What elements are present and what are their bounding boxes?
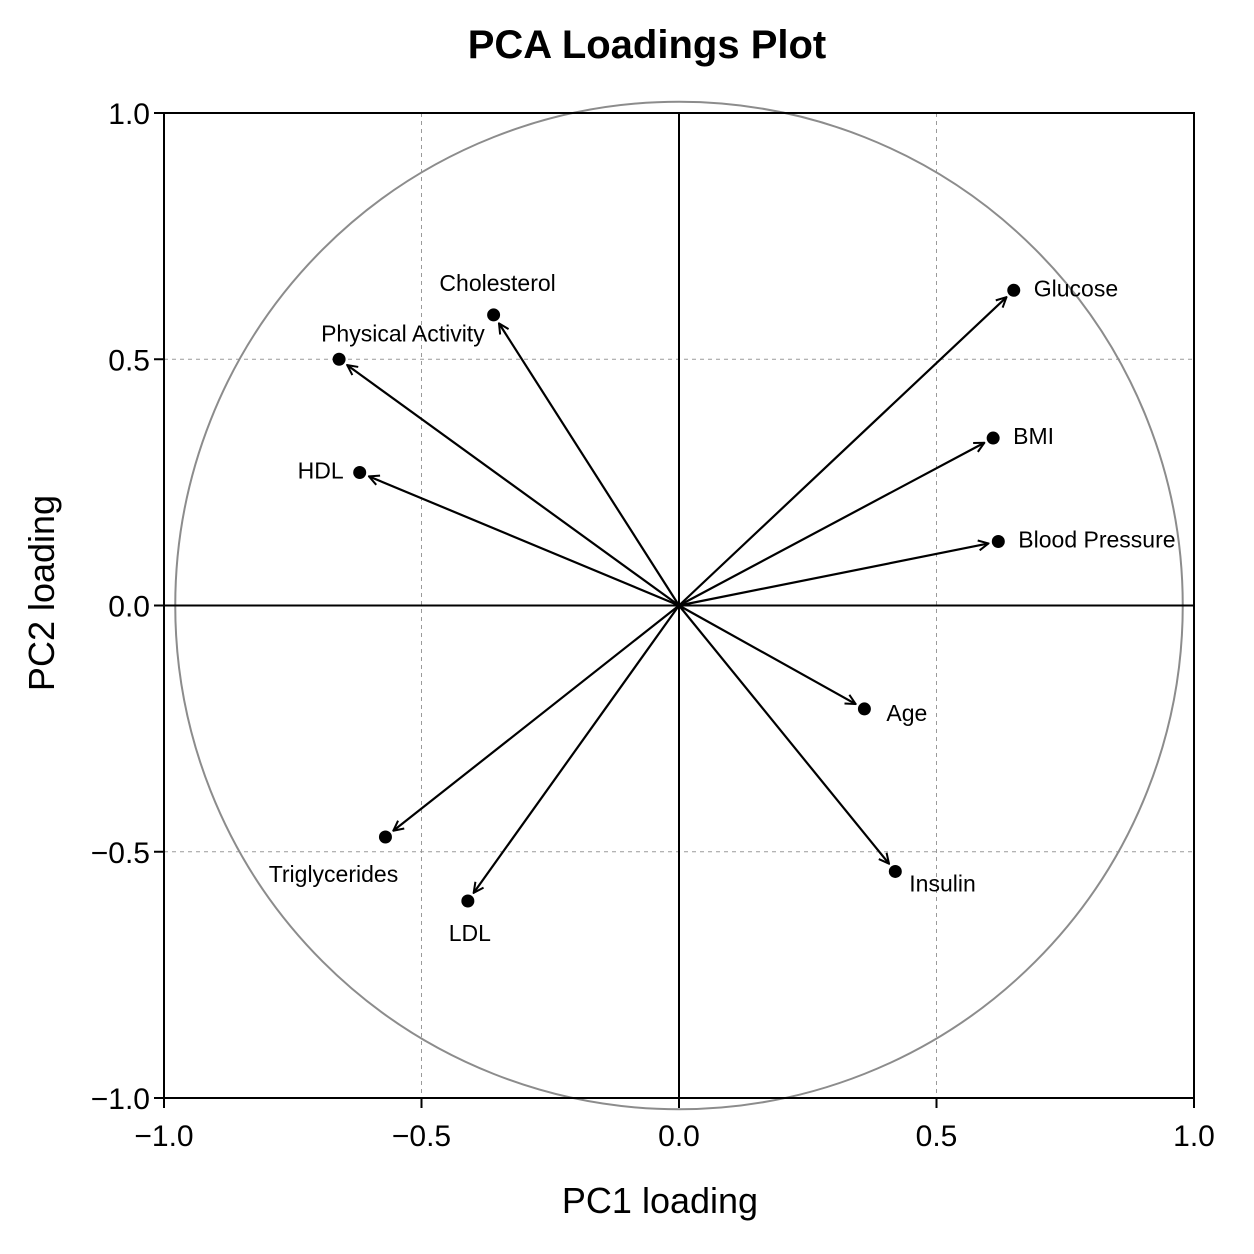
y-axis-title: PC2 loading (21, 495, 62, 691)
loading-point (1007, 283, 1021, 297)
loading-point (487, 308, 501, 322)
y-tick-label: 0.5 (108, 344, 150, 377)
x-tick-label: 1.0 (1173, 1120, 1215, 1153)
y-tick-label: 0.0 (108, 591, 150, 624)
x-tick-label: 0.5 (916, 1120, 958, 1153)
loading-point (378, 830, 392, 844)
loading-arrows: Glucose BMI Blood Pressure Age Insulin LDL Tri… (269, 270, 1176, 946)
y-tick-label: 1.0 (108, 98, 150, 131)
loading-arrow (347, 365, 680, 607)
loading-point (986, 431, 1000, 445)
loading-point (332, 352, 346, 366)
loading-point (991, 534, 1005, 548)
loading-arrow (678, 543, 988, 607)
loading-arrow (499, 323, 680, 607)
y-tick-label: −0.5 (91, 837, 150, 870)
loading-point (461, 894, 475, 908)
x-tick-label: −0.5 (392, 1120, 451, 1153)
loading-arrow (678, 604, 889, 864)
loading-label: Glucose (1034, 275, 1118, 301)
loading-label: Age (886, 700, 927, 726)
x-axis-title: PC1 loading (562, 1180, 758, 1221)
loading-arrow (678, 443, 984, 607)
loading-label: HDL (298, 458, 344, 484)
loading-label: Insulin (909, 870, 975, 896)
y-tick-label: −1.0 (91, 1083, 150, 1116)
loading-point (353, 466, 367, 480)
loading-label: Cholesterol (439, 270, 555, 296)
loading-label: Physical Activity (321, 320, 485, 346)
x-tick-label: 0.0 (658, 1120, 700, 1153)
loading-label: LDL (449, 920, 491, 946)
x-tick-label: −1.0 (134, 1120, 193, 1153)
loading-arrow (393, 604, 680, 831)
loading-label: Blood Pressure (1018, 526, 1175, 552)
chart-title: PCA Loadings Plot (468, 23, 827, 67)
loading-label: Triglycerides (269, 861, 399, 887)
axis-ticks: −1.0 −0.5 0.0 0.5 1.0 −1.0 −0.5 0.0 0.5 1.0 (91, 98, 1215, 1153)
loading-point (888, 864, 902, 878)
loading-label: BMI (1013, 423, 1054, 449)
loading-arrow (474, 604, 680, 893)
loading-arrow (678, 604, 856, 705)
loading-point (857, 702, 871, 716)
loading-arrow (369, 476, 680, 607)
loading-arrow (678, 297, 1006, 607)
